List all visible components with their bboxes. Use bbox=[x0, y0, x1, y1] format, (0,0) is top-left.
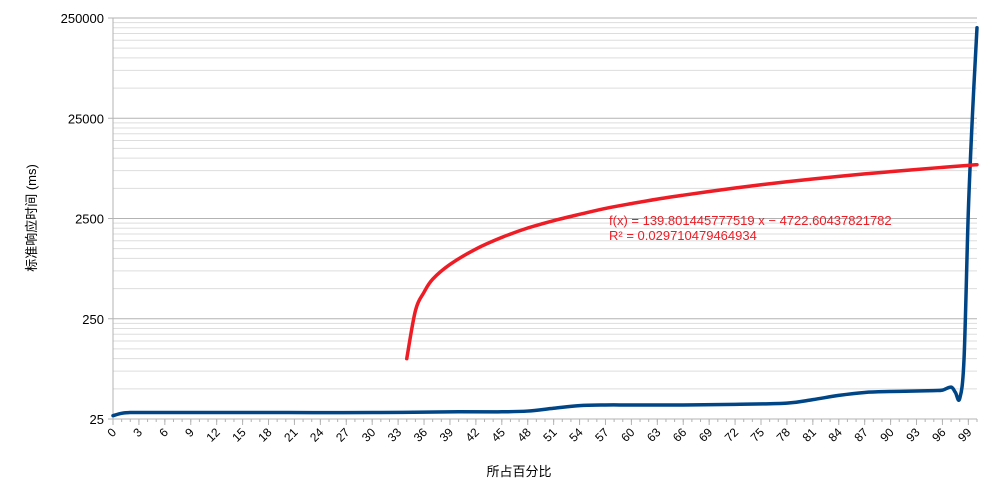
y-tick-labels: 250000 25000 2500 250 25 bbox=[61, 11, 113, 427]
x-tick-label: 42 bbox=[463, 425, 483, 445]
x-tick-label: 9 bbox=[182, 425, 197, 440]
x-tick-label: 96 bbox=[929, 425, 949, 445]
x-tick-label: 93 bbox=[903, 425, 923, 445]
x-tick-label: 60 bbox=[618, 425, 638, 445]
x-tick-label: 81 bbox=[800, 425, 820, 445]
x-tick-label: 69 bbox=[696, 425, 716, 445]
x-tick-label: 6 bbox=[156, 425, 171, 440]
x-tick-label: 21 bbox=[281, 425, 301, 445]
x-tick-label: 57 bbox=[592, 425, 612, 445]
x-tick-label: 39 bbox=[437, 425, 457, 445]
x-tick-label: 63 bbox=[644, 425, 664, 445]
series-line-data bbox=[111, 25, 979, 418]
y-axis-title: 标准响应时间 (ms) bbox=[24, 164, 39, 272]
series-line-trend bbox=[405, 162, 979, 361]
x-tick-label: 87 bbox=[851, 425, 871, 445]
x-tick-label: 30 bbox=[359, 425, 379, 445]
x-tick-label: 54 bbox=[566, 425, 586, 445]
y-tick-label: 250 bbox=[82, 312, 104, 327]
series-layer bbox=[111, 25, 979, 418]
x-tick-label: 15 bbox=[229, 425, 249, 445]
x-tick-label: 48 bbox=[514, 425, 534, 445]
x-tick-label: 75 bbox=[748, 425, 768, 445]
x-tick-label: 45 bbox=[489, 425, 509, 445]
y-tick-label: 250000 bbox=[61, 11, 104, 26]
x-tick-label: 51 bbox=[540, 425, 560, 445]
y-tick-label: 2500 bbox=[75, 212, 104, 227]
y-tick-label: 25000 bbox=[68, 111, 104, 126]
x-tick-label: 72 bbox=[722, 425, 742, 445]
x-tick-label: 3 bbox=[130, 425, 145, 440]
x-tick-label: 18 bbox=[255, 425, 275, 445]
x-tick-label: 78 bbox=[774, 425, 794, 445]
x-tick-label: 0 bbox=[104, 425, 119, 440]
x-tick-label: 27 bbox=[333, 425, 353, 445]
x-tick-label: 99 bbox=[955, 425, 975, 445]
fit-equation: f(x) = 139.801445777519 x − 4722.6043782… bbox=[609, 213, 892, 228]
grid bbox=[113, 17, 977, 420]
x-axis-title: 所占百分比 bbox=[486, 464, 551, 479]
x-tick-label: 24 bbox=[307, 425, 327, 445]
x-tick-label: 33 bbox=[385, 425, 405, 445]
fit-r-squared: R² = 0.029710479464934 bbox=[609, 228, 757, 243]
x-tick-label: 84 bbox=[826, 425, 846, 445]
y-tick-label: 25 bbox=[90, 412, 104, 427]
x-tick-label: 12 bbox=[203, 425, 223, 445]
x-tick-label: 66 bbox=[670, 425, 690, 445]
x-tick-label: 36 bbox=[411, 425, 431, 445]
x-tick-label: 90 bbox=[877, 425, 897, 445]
x-tick-labels: 0 3 6 9 12 15 18 21 24 27 30 33 36 39 42 45 48 51 54 57 60 63… bbox=[104, 419, 978, 445]
